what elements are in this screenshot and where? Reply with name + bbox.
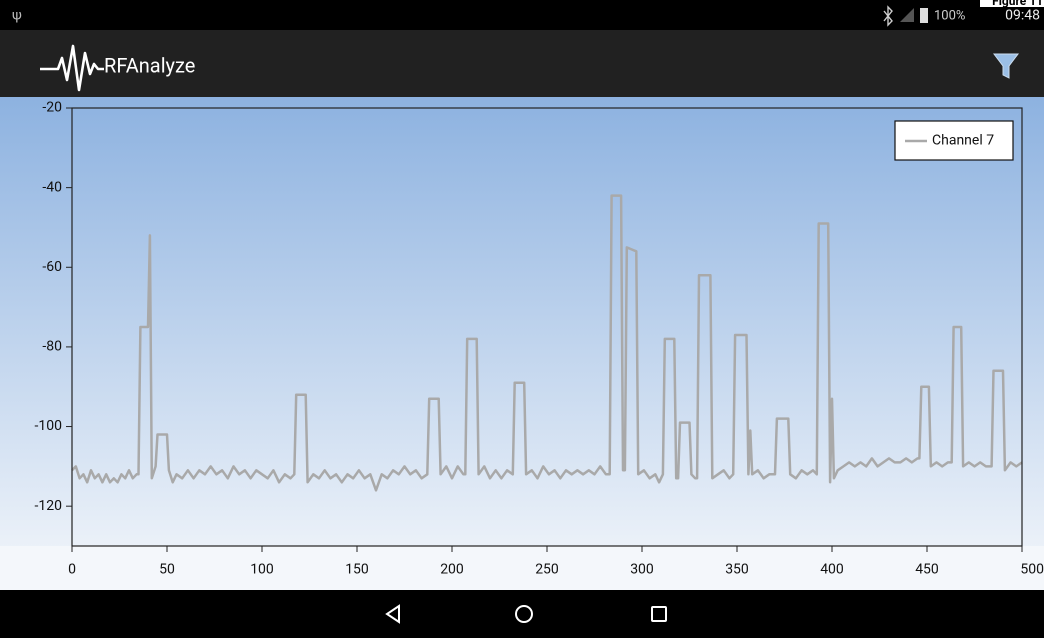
x-tick-label: 400 <box>820 562 844 578</box>
x-tick-label: 250 <box>535 562 559 578</box>
y-tick-label: -40 <box>42 179 62 195</box>
x-tick-label: 50 <box>159 562 175 578</box>
figure-label: Figure 11 <box>992 0 1043 8</box>
y-tick-label: -100 <box>35 418 63 434</box>
recents-button[interactable] <box>651 606 667 622</box>
signal-icon <box>900 8 914 22</box>
back-button[interactable] <box>385 604 400 624</box>
x-tick-label: 450 <box>915 562 939 578</box>
x-tick-label: 100 <box>250 562 274 578</box>
y-tick-label: -80 <box>42 339 62 355</box>
x-tick-label: 0 <box>68 562 76 578</box>
plot-frame <box>71 107 1023 547</box>
clock: 09:48 <box>1005 8 1040 24</box>
home-button[interactable] <box>515 605 533 623</box>
x-tick-label: 350 <box>725 562 749 578</box>
y-tick-label: -60 <box>42 259 62 275</box>
filter-button[interactable] <box>993 53 1019 79</box>
app-title: RFAnalyze <box>104 53 195 77</box>
legend-label: Channel 7 <box>932 133 994 149</box>
status-bar <box>0 0 1044 30</box>
y-tick-label: -20 <box>42 100 62 116</box>
y-tick-label: -120 <box>35 498 63 514</box>
x-tick-label: 150 <box>345 562 369 578</box>
data-line <box>71 194 1023 492</box>
nav-bar <box>0 590 1044 638</box>
x-axis-area <box>0 546 1044 590</box>
battery-level: 100% <box>934 8 965 23</box>
app-bar <box>0 30 1044 97</box>
chart-panel <box>0 97 1044 590</box>
usb-icon: ψ <box>12 8 22 24</box>
battery-icon <box>920 8 928 23</box>
app-logo <box>40 44 104 92</box>
figure-label-bg <box>980 0 1044 7</box>
plot: -20 -40 -60 -80 -100 -120 0 50 100 150 200 250 300 35… <box>35 100 1044 578</box>
x-tick-label: 200 <box>440 562 464 578</box>
x-tick-label: 500 <box>1020 562 1044 578</box>
bluetooth-icon <box>883 5 893 27</box>
x-tick-label: 300 <box>630 562 654 578</box>
